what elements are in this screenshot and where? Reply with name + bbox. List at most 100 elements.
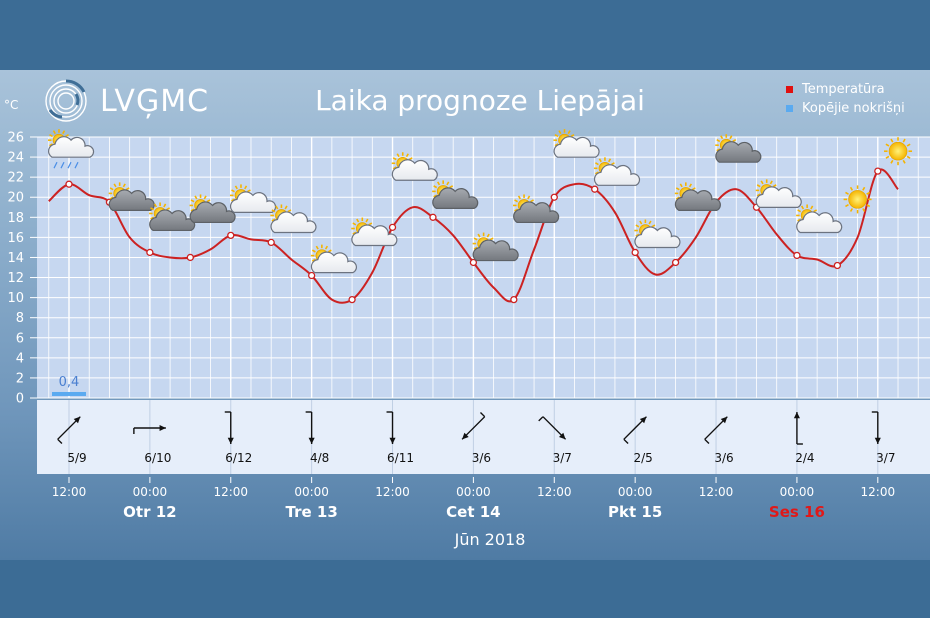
cloud-shape bbox=[796, 211, 843, 234]
sun-ray bbox=[150, 207, 155, 211]
wind-arrow bbox=[305, 411, 315, 444]
wind-arrow-head bbox=[558, 432, 566, 440]
logo-swirl-icon bbox=[45, 79, 87, 122]
grid bbox=[37, 136, 930, 474]
sun-ray bbox=[52, 130, 56, 135]
rain-drop bbox=[67, 161, 72, 169]
legend-swatch-blue bbox=[786, 105, 793, 112]
cloud-shape bbox=[715, 141, 762, 163]
lvgmc-logo: LVĢMC bbox=[40, 78, 209, 124]
precipitation-bar bbox=[52, 391, 86, 396]
sun-disc bbox=[888, 141, 908, 161]
sun-ray bbox=[688, 183, 693, 188]
sun-ray bbox=[554, 133, 559, 138]
sun-ray bbox=[635, 233, 640, 237]
sun-ray bbox=[862, 208, 866, 212]
x-time-label: 12:00 bbox=[537, 485, 572, 499]
legend-item-temperature: Temperatūra bbox=[786, 80, 905, 99]
sun-dark-cloud-icon bbox=[189, 194, 236, 224]
sun-dark-cloud-icon bbox=[149, 202, 196, 232]
sun-ray bbox=[408, 157, 413, 161]
wind-arrow-head bbox=[720, 416, 728, 424]
bottom-band bbox=[0, 560, 930, 618]
sun-ray bbox=[287, 209, 292, 213]
sun-cloud-icon bbox=[310, 244, 357, 274]
sun-dark-cloud-icon bbox=[108, 182, 155, 211]
wind-speed-label: 4/8 bbox=[310, 451, 329, 465]
wind-speed-label: 2/4 bbox=[795, 451, 814, 465]
temperature-point bbox=[227, 231, 235, 240]
sun-ray bbox=[514, 199, 518, 203]
y-tick-label: 6 bbox=[16, 331, 24, 346]
y-tick-label: 22 bbox=[7, 171, 24, 186]
temperature-point bbox=[267, 238, 275, 247]
cloud-shape bbox=[189, 201, 236, 224]
cloud-shape bbox=[513, 201, 560, 224]
wind-speed-label: 6/10 bbox=[144, 451, 171, 465]
temperature-point bbox=[793, 251, 801, 260]
sun-ray bbox=[906, 155, 911, 159]
cloud-shape bbox=[47, 136, 95, 158]
sun-ray bbox=[271, 218, 276, 222]
sun-ray bbox=[356, 218, 360, 223]
sun-cloud-icon bbox=[796, 204, 843, 234]
sun-ray bbox=[396, 153, 400, 158]
wind-speed-label: 3/6 bbox=[714, 451, 733, 465]
sun-ray bbox=[607, 158, 612, 163]
sun-ray bbox=[527, 195, 531, 200]
x-time-label: 00:00 bbox=[456, 485, 491, 499]
legend-label-temperature: Temperatūra bbox=[802, 82, 885, 97]
sun-ray bbox=[558, 130, 562, 135]
sun-ray bbox=[756, 193, 761, 197]
sun-ray bbox=[517, 195, 522, 200]
temperature-point bbox=[146, 248, 154, 257]
cloud-shape bbox=[108, 189, 155, 211]
wind-arrow-barb bbox=[623, 438, 629, 445]
y-tick-label: 18 bbox=[7, 211, 24, 226]
sun-ray bbox=[125, 187, 130, 191]
sun-ray bbox=[772, 184, 777, 188]
wind-arrow-head bbox=[159, 424, 166, 432]
sun-ray bbox=[691, 187, 696, 191]
x-time-label: 00:00 bbox=[780, 485, 815, 499]
cloud-shape bbox=[270, 211, 317, 234]
cloud-shape bbox=[432, 187, 479, 209]
temperature-point bbox=[469, 258, 478, 267]
temperature-point bbox=[186, 253, 194, 262]
temperature-point bbox=[429, 213, 437, 221]
wind-arrow bbox=[793, 412, 803, 445]
rain-drop bbox=[74, 161, 79, 169]
x-day-label: Ses 16 bbox=[769, 503, 825, 521]
wind-arrow-head bbox=[227, 437, 234, 444]
sun-ray bbox=[902, 138, 906, 143]
sun-ray bbox=[247, 189, 251, 193]
wind-speed-label: 3/7 bbox=[876, 451, 895, 465]
sun-icon bbox=[884, 137, 913, 166]
wind-arrow-head bbox=[308, 437, 315, 444]
month-label: Jūn 2018 bbox=[454, 530, 526, 549]
x-time-label: 12:00 bbox=[861, 485, 896, 499]
sun-ray bbox=[810, 205, 814, 210]
weather-icons bbox=[47, 129, 913, 274]
sun-ray bbox=[797, 209, 802, 213]
sun-ray bbox=[203, 195, 207, 200]
sun-ray bbox=[473, 246, 478, 250]
sun-ray bbox=[716, 139, 721, 143]
sun-cloud-icon bbox=[270, 204, 317, 234]
sun-ray bbox=[150, 216, 155, 220]
sun-ray bbox=[675, 187, 680, 191]
y-tick-label: 4 bbox=[16, 351, 24, 366]
temperature-point bbox=[388, 223, 397, 231]
sun-disc bbox=[848, 190, 867, 209]
sun-ray bbox=[716, 148, 721, 152]
y-tick-label: 10 bbox=[7, 291, 24, 306]
sun-ray bbox=[849, 186, 854, 191]
sun-cloud-icon bbox=[755, 179, 802, 208]
sun-ray bbox=[368, 222, 373, 226]
wind-arrow-head bbox=[73, 416, 81, 424]
sun-ray bbox=[352, 231, 357, 235]
sun-ray bbox=[234, 185, 238, 190]
